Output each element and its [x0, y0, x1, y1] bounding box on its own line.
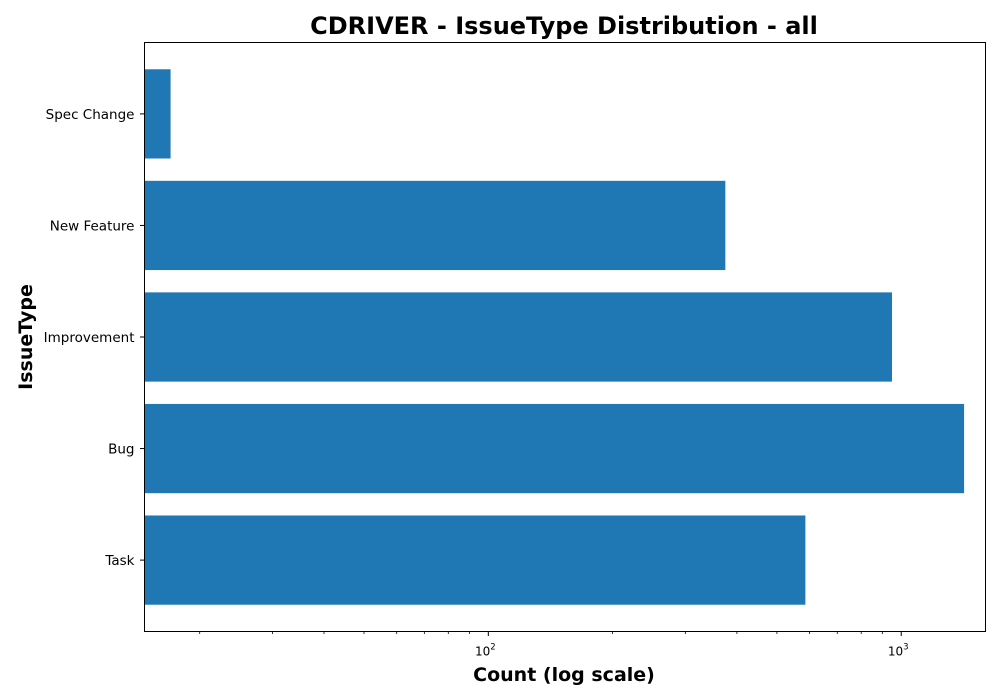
bar-spec-change	[144, 69, 171, 159]
y-tick-label: Improvement	[44, 330, 135, 346]
y-tick-label: Spec Change	[46, 107, 135, 123]
bar-bug	[144, 403, 965, 494]
bar-new-feature	[144, 180, 726, 271]
x-axis-label: Count (log scale)	[473, 664, 655, 686]
y-tick-label: New Feature	[50, 218, 135, 234]
bar-improvement	[144, 292, 893, 382]
x-tick-label: 102	[475, 643, 496, 659]
y-axis-label: IssueType	[15, 284, 37, 390]
x-tick-label: 103	[888, 643, 909, 659]
y-tick-label: Task	[104, 553, 134, 569]
plot-area: Task Bug Improvement New Feature Spec Change…	[44, 42, 986, 659]
bar-task	[144, 515, 806, 605]
y-tick-label: Bug	[108, 442, 134, 458]
chart-title: CDRIVER - IssueType Distribution - all	[310, 12, 818, 40]
